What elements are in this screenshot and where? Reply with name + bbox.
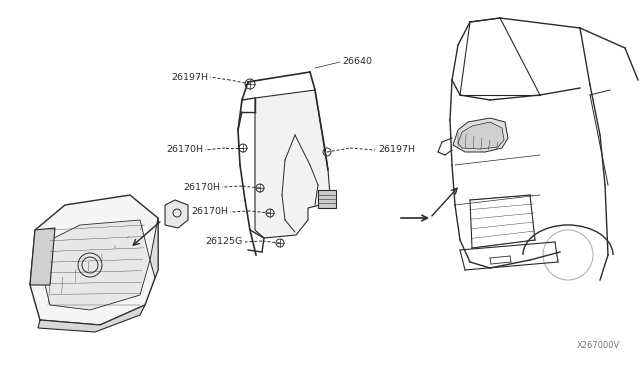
PathPatch shape (30, 195, 158, 325)
PathPatch shape (458, 122, 504, 149)
Bar (318, 190, 336, 208)
Text: 26125G: 26125G (205, 237, 243, 247)
Text: 26197H: 26197H (171, 73, 208, 81)
PathPatch shape (30, 228, 55, 285)
Text: 26197H: 26197H (378, 145, 415, 154)
PathPatch shape (453, 118, 508, 152)
Text: 26170H: 26170H (166, 145, 203, 154)
Text: 26640: 26640 (342, 58, 372, 67)
Text: 26170H: 26170H (191, 208, 228, 217)
Text: 26170H: 26170H (183, 183, 220, 192)
PathPatch shape (38, 305, 145, 332)
PathPatch shape (165, 200, 188, 228)
PathPatch shape (45, 220, 150, 310)
PathPatch shape (255, 90, 330, 238)
PathPatch shape (150, 218, 158, 278)
Text: X267000V: X267000V (577, 341, 620, 350)
